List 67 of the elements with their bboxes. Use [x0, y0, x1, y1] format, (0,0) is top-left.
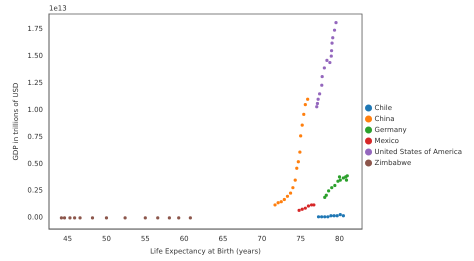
- point: [188, 216, 192, 220]
- point: [286, 194, 290, 198]
- point: [330, 54, 333, 58]
- point: [68, 216, 72, 220]
- point: [326, 215, 330, 218]
- point: [276, 201, 280, 204]
- point: [300, 124, 304, 127]
- point: [330, 186, 334, 190]
- point: [336, 214, 339, 218]
- point: [291, 186, 294, 190]
- point: [280, 200, 283, 204]
- point: [306, 98, 310, 101]
- point: [78, 216, 82, 220]
- point: [144, 216, 147, 220]
- point: [299, 134, 302, 138]
- point: [124, 216, 127, 220]
- point: [316, 102, 320, 106]
- point: [320, 215, 324, 218]
- point: [304, 206, 307, 210]
- point: [296, 160, 300, 164]
- point: [304, 103, 307, 106]
- point: [332, 214, 336, 218]
- point: [334, 21, 338, 24]
- point: [338, 178, 342, 182]
- point: [298, 208, 301, 212]
- point: [60, 216, 64, 220]
- point: [298, 150, 302, 154]
- point: [330, 42, 334, 45]
- point: [177, 216, 180, 220]
- point: [315, 105, 318, 108]
- point: [323, 215, 326, 218]
- point: [294, 178, 297, 182]
- point: [156, 216, 160, 220]
- point: [316, 98, 320, 101]
- point: [282, 198, 286, 202]
- point: [104, 216, 108, 220]
- point: [344, 178, 348, 182]
- point: [318, 92, 322, 96]
- point: [338, 175, 342, 178]
- point: [342, 176, 345, 180]
- point: [306, 204, 310, 208]
- point: [332, 28, 336, 32]
- point: [325, 58, 329, 62]
- point: [168, 216, 171, 220]
- point: [316, 215, 320, 218]
- point: [320, 74, 324, 78]
- point: [327, 189, 330, 193]
- point: [300, 208, 304, 211]
- point: [320, 84, 324, 87]
- point: [331, 36, 334, 40]
- point: [328, 60, 332, 64]
- point: [338, 213, 342, 216]
- point: [330, 49, 334, 52]
- point: [90, 216, 94, 220]
- point: [342, 214, 345, 218]
- point: [273, 203, 277, 207]
- point: [288, 191, 292, 195]
- point: [329, 214, 333, 218]
- point: [336, 180, 340, 183]
- point: [295, 166, 298, 170]
- point: [333, 184, 336, 188]
- point: [73, 216, 76, 220]
- point: [322, 66, 326, 70]
- point: [312, 203, 316, 207]
- point: [324, 194, 328, 197]
- point: [302, 112, 306, 116]
- point: [62, 216, 66, 220]
